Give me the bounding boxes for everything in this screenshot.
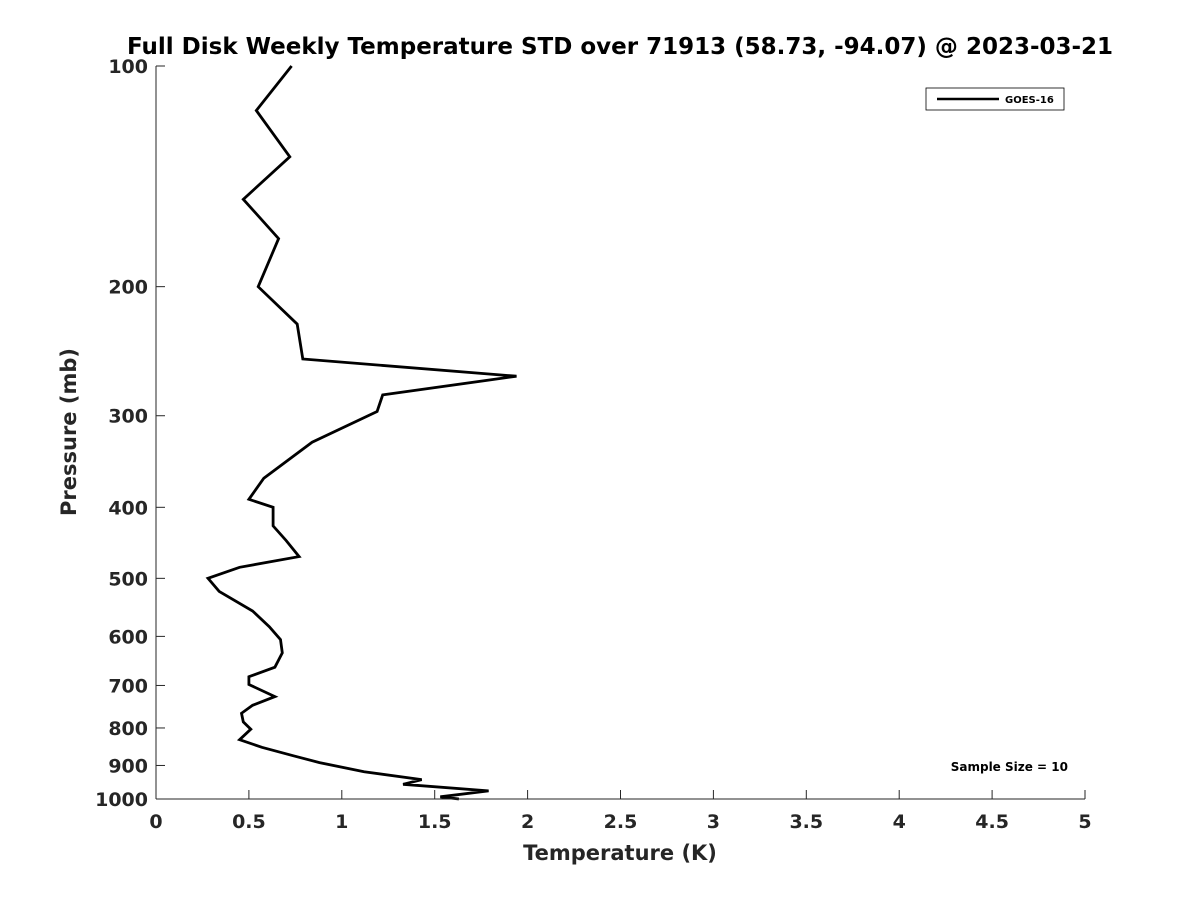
x-tick-label: 4.5 (975, 811, 1009, 833)
y-tick-label: 600 (108, 626, 148, 648)
y-tick-label: 700 (108, 675, 148, 697)
y-axis-ticks: 100 200 300 400 500 600 700 800 900 1000 (95, 56, 165, 811)
legend: GOES-16 (925, 87, 1065, 111)
x-tick-label: 1 (335, 811, 348, 833)
x-tick-label: 5 (1078, 811, 1091, 833)
y-tick-label: 800 (108, 718, 148, 740)
x-axis-label: Temperature (K) (523, 841, 717, 865)
x-axis-ticks: 0 0.5 1 1.5 2 2.5 3 3.5 4 4.5 5 (149, 790, 1092, 833)
sample-size-annotation: Sample Size = 10 (951, 760, 1068, 774)
y-tick-label: 500 (108, 568, 148, 590)
x-tick-label: 3.5 (789, 811, 823, 833)
x-tick-label: 0 (149, 811, 162, 833)
x-tick-label: 0.5 (232, 811, 266, 833)
y-tick-label: 200 (108, 277, 148, 299)
x-tick-label: 4 (893, 811, 906, 833)
legend-label: GOES-16 (1005, 95, 1054, 106)
x-tick-label: 1.5 (418, 811, 452, 833)
chart-title: Full Disk Weekly Temperature STD over 71… (127, 34, 1113, 60)
y-tick-label: 900 (108, 755, 148, 777)
y-tick-label: 400 (108, 497, 148, 519)
x-tick-label: 2.5 (604, 811, 638, 833)
y-tick-label: 300 (108, 406, 148, 428)
x-tick-label: 2 (521, 811, 534, 833)
series-line-goes-16 (205, 65, 517, 801)
y-tick-label: 1000 (95, 789, 148, 811)
plot-area (156, 66, 1085, 799)
series-group (205, 65, 517, 801)
x-tick-label: 3 (707, 811, 720, 833)
y-axis-label: Pressure (mb) (57, 348, 81, 516)
y-tick-label: 100 (108, 56, 148, 78)
